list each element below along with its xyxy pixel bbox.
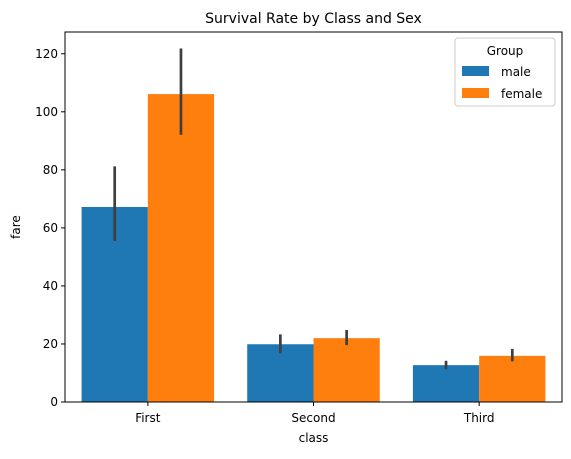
legend: Group male female: [454, 37, 556, 107]
legend-label-female: female: [501, 87, 542, 101]
bar-male-third: [412, 365, 480, 402]
x-tick-label: Third: [463, 411, 495, 425]
bar-female-first: [147, 94, 215, 402]
plot-frame: [64, 31, 563, 403]
y-tick-label: 0: [50, 395, 58, 409]
legend-swatch-male: [462, 66, 489, 76]
error-bars-layer: [113, 48, 514, 370]
bar-female-third: [479, 355, 546, 402]
legend-title: Group: [487, 44, 524, 58]
y-tick-label: 60: [43, 221, 58, 235]
y-tick-label: 120: [35, 47, 58, 61]
chart-title: Survival Rate by Class and Sex: [205, 11, 422, 27]
legend-label-male: male: [501, 65, 531, 79]
y-tick-label: 100: [35, 105, 58, 119]
x-axis-label: class: [299, 431, 329, 445]
bars-layer: [81, 94, 546, 402]
x-tick-label: First: [135, 411, 161, 425]
bar-female-second: [313, 338, 380, 402]
y-tick-label: 40: [43, 279, 58, 293]
legend-swatch-female: [462, 88, 489, 98]
axes-layer: First Second Third 0 20 40 60 80 100 120: [35, 31, 563, 425]
y-tick-label: 20: [43, 337, 58, 351]
x-tick-label: Second: [291, 411, 335, 425]
y-axis-label: fare: [9, 215, 23, 239]
y-tick-label: 80: [43, 163, 58, 177]
legend-items: male female: [462, 65, 542, 101]
bar-male-second: [247, 344, 314, 402]
